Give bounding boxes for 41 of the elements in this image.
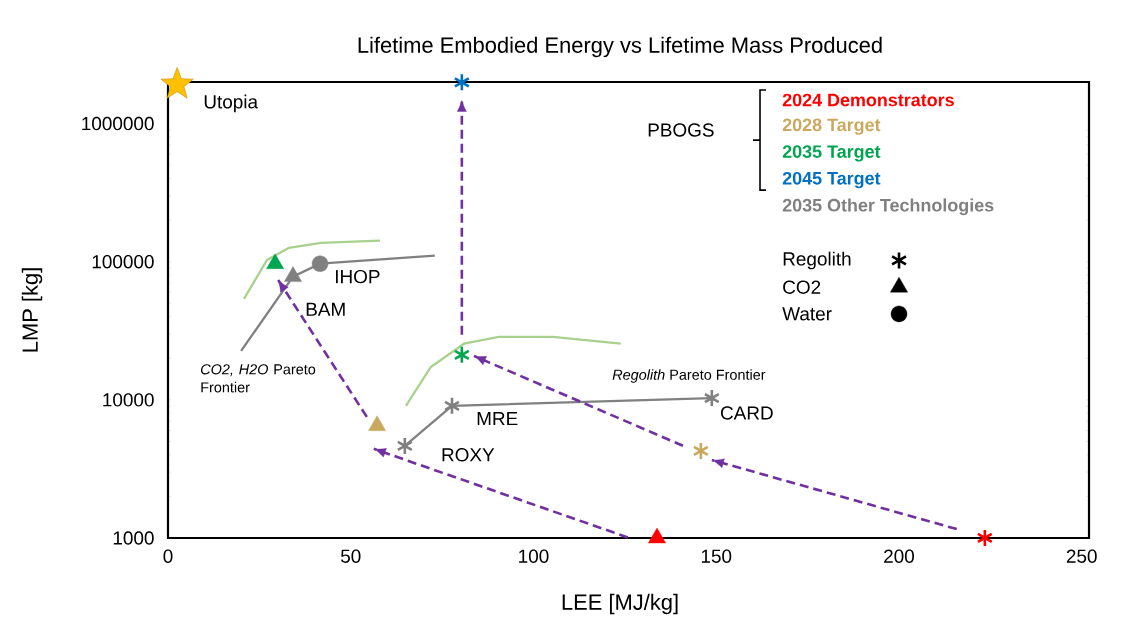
annotation: Regolith Pareto Frontier — [612, 369, 766, 383]
y-axis-title: LMP [kg] — [21, 268, 43, 352]
text: 2045 Target — [782, 171, 881, 189]
y-tick-label: 1000 — [113, 531, 154, 545]
point — [311, 255, 329, 272]
point — [396, 436, 414, 456]
line-series — [239, 254, 436, 353]
legend-label: Water — [782, 307, 832, 321]
point — [692, 441, 710, 461]
x-tick-label: 50 — [340, 549, 361, 563]
point — [453, 72, 471, 92]
annotation: CARD — [720, 406, 773, 420]
legend-label: CO2 — [783, 280, 821, 294]
point — [160, 67, 194, 99]
annotation: MRE — [477, 412, 518, 426]
point — [443, 396, 461, 416]
x-tick-label: 200 — [884, 549, 914, 563]
annotation: BAM — [306, 302, 345, 316]
point — [976, 528, 994, 548]
line-series — [242, 239, 382, 300]
x-tick-label: 0 — [163, 549, 173, 563]
y-tick-label: 1000000 — [82, 116, 154, 131]
x-axis-title: LEE [MJ/kg] — [562, 593, 678, 615]
x-tick-label: 100 — [519, 549, 549, 563]
x-tick-label: 150 — [701, 549, 732, 563]
text: 2035 Other Technologies — [782, 198, 994, 216]
annotation: PBOGS — [648, 123, 714, 137]
text: 2035 Target — [782, 145, 881, 162]
text: 2024 Demonstrators — [782, 93, 954, 107]
annotation: IHOP — [335, 269, 380, 284]
point — [703, 388, 721, 408]
annotation: ROXY — [442, 448, 495, 462]
chart-title: Lifetime Embodied Energy vs Lifetime Mass Produced — [358, 36, 882, 58]
point — [453, 345, 471, 365]
x-tick-label: 250 — [1066, 549, 1097, 563]
annotation: Utopia — [204, 94, 259, 113]
y-tick-label: 10000 — [103, 393, 154, 407]
text: CO2, H2O Pareto Frontier — [201, 364, 316, 393]
legend-label: Regolith — [783, 251, 851, 270]
y-tick-label: 100000 — [92, 255, 154, 269]
text: 2028 Target — [782, 118, 881, 135]
